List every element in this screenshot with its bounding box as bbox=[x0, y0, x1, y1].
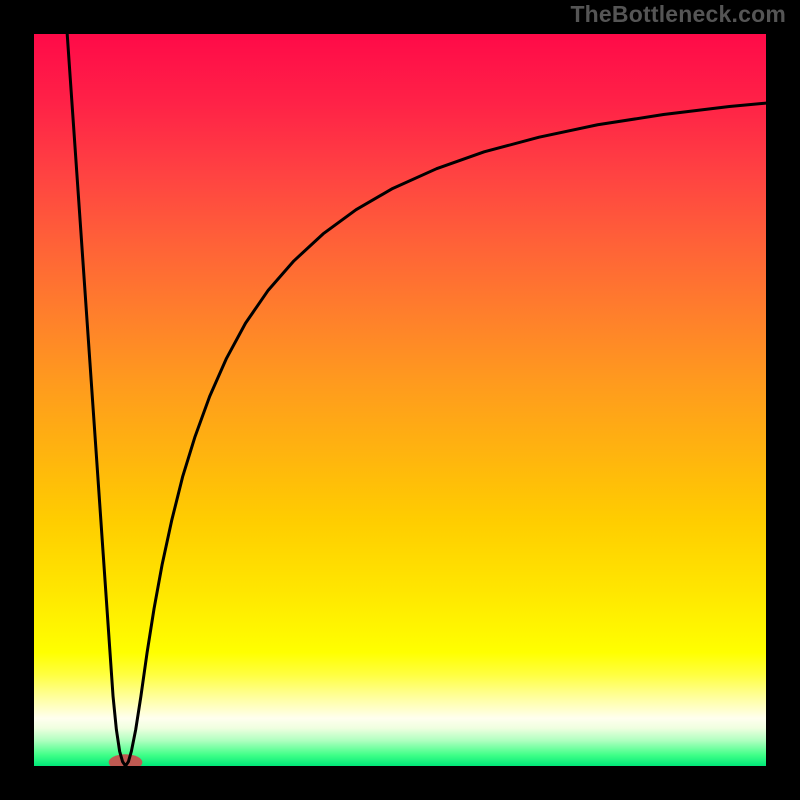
plot-area bbox=[34, 34, 766, 766]
watermark-text: TheBottleneck.com bbox=[570, 1, 786, 28]
chart-frame: TheBottleneck.com bbox=[0, 0, 800, 800]
chart-svg bbox=[34, 34, 766, 766]
gradient-background bbox=[34, 34, 766, 766]
